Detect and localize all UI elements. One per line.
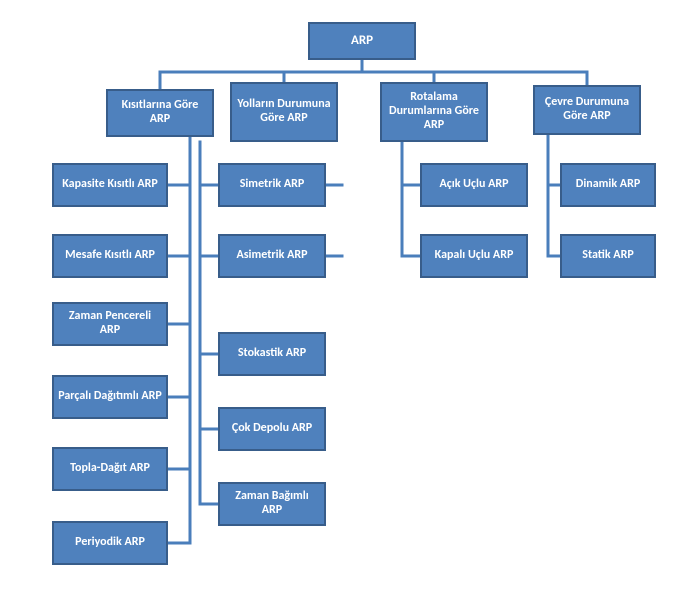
node-label-root: ARP [351,34,373,49]
node-label-cat2: Yolların Durumuna Göre ARP [236,98,332,126]
node-l1f: Periyodik ARP [52,521,168,565]
node-l3a: Açık Uçlu ARP [420,163,528,207]
node-label-l1a: Kapasite Kısıtlı ARP [62,178,158,192]
node-l1b: Mesafe Kısıtlı ARP [52,234,168,278]
node-l2d: Çok Depolu ARP [218,407,326,451]
node-label-cat1: Kısıtlarına Göre ARP [112,99,208,127]
node-label-l2b: Asimetrik ARP [237,249,308,263]
node-l2b: Asimetrik ARP [218,234,326,278]
node-cat3: Rotalama Durumlarına Göre ARP [380,82,488,142]
node-cat1: Kısıtlarına Göre ARP [106,89,214,137]
node-label-l1c: Zaman Pencereli ARP [58,310,162,338]
node-label-cat4: Çevre Durumuna Göre ARP [539,96,635,124]
node-l1a: Kapasite Kısıtlı ARP [52,163,168,207]
node-label-cat3: Rotalama Durumlarına Göre ARP [386,91,482,132]
node-label-l1d: Parçalı Dağıtımlı ARP [58,390,162,404]
node-l2e: Zaman Bağımlı ARP [218,482,326,526]
node-l4a: Dinamik ARP [560,163,656,207]
node-root: ARP [308,22,416,60]
node-l1e: Topla-Dağıt ARP [52,447,168,491]
node-label-l4a: Dinamik ARP [576,178,640,192]
node-l2c: Stokastik ARP [218,332,326,376]
node-label-l1e: Topla-Dağıt ARP [70,462,150,476]
node-label-l1f: Periyodik ARP [75,536,145,550]
node-label-l2e: Zaman Bağımlı ARP [224,490,320,518]
node-l2a: Simetrik ARP [218,163,326,207]
node-l1d: Parçalı Dağıtımlı ARP [52,375,168,419]
node-label-l4b: Statik ARP [582,249,633,263]
node-label-l2d: Çok Depolu ARP [232,422,312,436]
node-label-l1b: Mesafe Kısıtlı ARP [65,249,155,263]
node-l1c: Zaman Pencereli ARP [52,302,168,346]
node-cat4: Çevre Durumuna Göre ARP [533,85,641,135]
node-label-l2c: Stokastik ARP [238,347,306,361]
node-label-l3b: Kapalı Uçlu ARP [435,249,514,263]
node-l4b: Statik ARP [560,234,656,278]
node-cat2: Yolların Durumuna Göre ARP [230,82,338,142]
node-label-l3a: Açık Uçlu ARP [439,178,508,192]
node-l3b: Kapalı Uçlu ARP [420,234,528,278]
node-label-l2a: Simetrik ARP [240,178,305,192]
